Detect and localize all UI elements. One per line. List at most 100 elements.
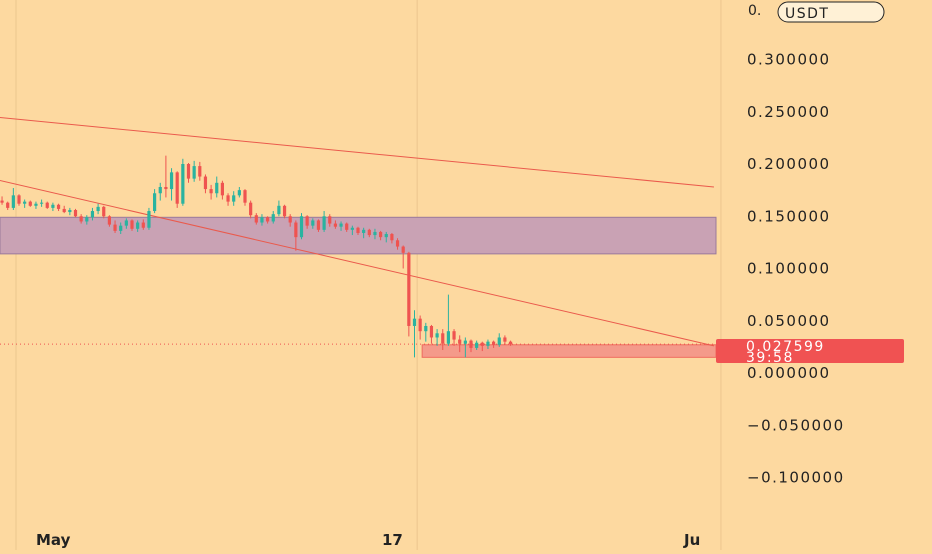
candle-body (362, 229, 366, 233)
candle-body (333, 223, 337, 227)
candle-body (266, 217, 270, 222)
candle-body (215, 182, 219, 194)
candles (0, 155, 513, 358)
candle-body (463, 340, 467, 344)
candle-body (147, 211, 151, 228)
candle-body (407, 252, 411, 326)
x-tick-label: Ju (683, 531, 700, 549)
candle-body (85, 217, 89, 222)
candle-body (40, 202, 44, 204)
candle-body (209, 189, 213, 194)
candle-body (113, 224, 117, 231)
candle-body (169, 172, 174, 190)
candle-body (412, 318, 417, 326)
candle-body (107, 216, 111, 225)
candle-body (458, 339, 462, 344)
candle-body (34, 203, 38, 206)
candle-body (475, 342, 479, 348)
y-tick-label: 0.100000 (747, 260, 831, 278)
candle-body (277, 205, 281, 215)
candle-body (288, 216, 292, 223)
candle-body (232, 195, 236, 202)
grid-lines (15, 0, 722, 550)
candle-body (260, 217, 264, 223)
candle-body (390, 234, 394, 241)
candle-body (158, 186, 162, 194)
candle-body (384, 234, 388, 238)
candle-body (198, 166, 202, 177)
candle-body (11, 195, 15, 208)
candle-body (299, 216, 304, 238)
support-zone (421, 344, 717, 358)
candle-body (203, 176, 208, 190)
candle-body (220, 182, 224, 196)
candle-body (356, 227, 360, 233)
candle-body (186, 164, 191, 179)
candle-body (124, 220, 128, 226)
candle-body (508, 341, 513, 345)
y-tick-label: 0.150000 (747, 207, 831, 225)
y-tick-label: 0.000000 (747, 364, 831, 382)
candle-body (68, 209, 72, 213)
y-tick-label: 0.050000 (747, 312, 831, 330)
candle-body (446, 331, 450, 344)
candle-body (181, 164, 185, 204)
candle-body (282, 205, 287, 217)
y-tick-label: −0.050000 (747, 416, 845, 434)
y-tick-label: −0.100000 (747, 469, 845, 487)
axis-top-partial-label: 0. (748, 3, 761, 19)
candle-body (418, 318, 422, 332)
currency-badge[interactable] (777, 1, 885, 23)
trendlines (0, 117, 716, 347)
candle-body (339, 223, 343, 227)
candle-body (373, 231, 377, 236)
candle-body (237, 190, 241, 196)
candle-body (328, 216, 332, 224)
candle-body (249, 202, 253, 216)
candle-body (175, 172, 179, 204)
candle-body (254, 215, 258, 223)
candle-body (350, 227, 354, 230)
candle-body (492, 341, 496, 345)
candle-body (435, 333, 439, 338)
candle-body (136, 222, 140, 229)
candle-body (90, 211, 95, 218)
candle-body (452, 331, 456, 340)
y-tick-label: 0.250000 (747, 103, 831, 121)
candle-body (379, 231, 383, 238)
x-tick-label: 17 (382, 531, 403, 549)
candle-body (243, 190, 247, 203)
candle-body (486, 341, 490, 346)
candle-body (497, 337, 501, 345)
candle-body (45, 202, 49, 208)
candle-body (441, 333, 445, 344)
zones (0, 216, 717, 358)
candle-body (271, 214, 275, 222)
candle-body (311, 220, 315, 226)
lower-trendline (0, 180, 715, 347)
candle-body (73, 209, 78, 217)
last-price-badge (716, 339, 904, 363)
currency-label: USDT (785, 6, 829, 22)
y-tick-label: 0.200000 (747, 155, 831, 173)
candle-body (79, 216, 83, 222)
candle-body (294, 222, 298, 238)
candle-body (164, 186, 168, 190)
y-tick-label: 0.300000 (747, 51, 831, 69)
candle-body (401, 246, 405, 253)
price-axis[interactable]: 0. USDT 0.300000 0.250000 0.200000 0.150000… (36, 1, 885, 549)
candle-body (119, 225, 123, 231)
candle-body (226, 195, 230, 202)
candle-body (480, 342, 484, 346)
candle-body (153, 193, 157, 212)
candle-body (395, 240, 400, 247)
price-countdown: 39:58 (746, 350, 794, 366)
candle-body (429, 325, 434, 338)
candle-body (305, 216, 309, 226)
candle-body (102, 206, 106, 217)
last-price-value: 0.027599 (746, 339, 825, 355)
last-price-marker: 0.027599 39:58 (716, 339, 904, 366)
candle-body (6, 202, 10, 208)
